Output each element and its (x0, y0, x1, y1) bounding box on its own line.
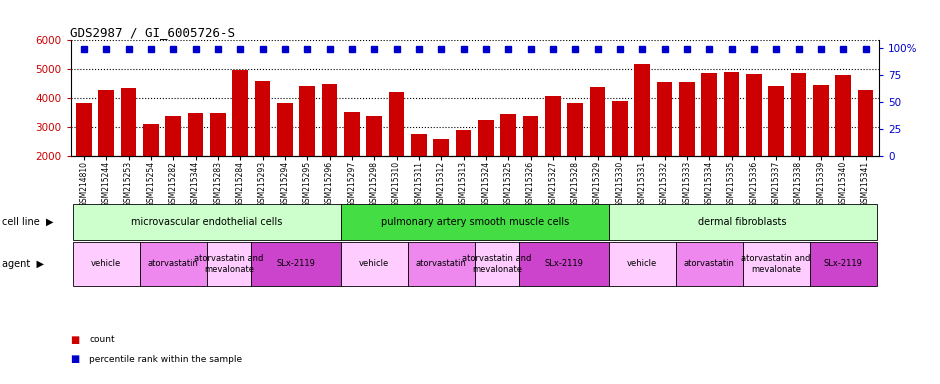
Bar (456, 131, 471, 213)
Bar (143, 124, 159, 213)
Bar (321, 84, 337, 213)
Bar (99, 89, 114, 213)
Text: atorvastatin and
mevalonate: atorvastatin and mevalonate (195, 254, 264, 274)
Text: microvascular endothelial cells: microvascular endothelial cells (131, 217, 282, 227)
Bar (545, 96, 560, 213)
Bar (568, 103, 583, 213)
Text: atorvastatin: atorvastatin (415, 260, 466, 268)
Text: SLx-2119: SLx-2119 (544, 260, 584, 268)
Bar (478, 120, 494, 213)
Bar (724, 72, 740, 213)
Text: vehicle: vehicle (359, 260, 389, 268)
Text: ■: ■ (70, 354, 80, 364)
Text: ■: ■ (70, 335, 80, 345)
Bar (634, 64, 650, 213)
Bar (523, 116, 539, 213)
Bar (701, 73, 717, 213)
Bar (188, 113, 203, 213)
Text: vehicle: vehicle (91, 260, 121, 268)
Bar (255, 81, 271, 213)
Bar (433, 139, 449, 213)
Text: pulmonary artery smooth muscle cells: pulmonary artery smooth muscle cells (381, 217, 569, 227)
Text: atorvastatin and
mevalonate: atorvastatin and mevalonate (462, 254, 532, 274)
Bar (813, 84, 829, 213)
Bar (120, 88, 136, 213)
Bar (76, 103, 92, 213)
Bar (500, 114, 516, 213)
Bar (857, 90, 873, 213)
Text: atorvastatin: atorvastatin (683, 260, 735, 268)
Bar (589, 87, 605, 213)
Bar (389, 92, 404, 213)
Bar (791, 73, 807, 213)
Text: atorvastatin and
mevalonate: atorvastatin and mevalonate (742, 254, 811, 274)
Text: count: count (89, 335, 115, 344)
Text: agent  ▶: agent ▶ (2, 259, 44, 269)
Bar (657, 81, 672, 213)
Bar (232, 70, 248, 213)
Bar (300, 86, 315, 213)
Text: dermal fibroblasts: dermal fibroblasts (698, 217, 787, 227)
Bar (210, 113, 226, 213)
Bar (344, 112, 360, 213)
Bar (768, 86, 784, 213)
Text: SLx-2119: SLx-2119 (823, 260, 863, 268)
Text: cell line  ▶: cell line ▶ (2, 217, 54, 227)
Bar (277, 103, 292, 213)
Text: GDS2987 / GI_6005726-S: GDS2987 / GI_6005726-S (70, 26, 236, 39)
Bar (367, 116, 382, 213)
Bar (746, 74, 761, 213)
Text: vehicle: vehicle (627, 260, 657, 268)
Bar (679, 82, 695, 213)
Bar (165, 116, 181, 213)
Bar (612, 101, 628, 213)
Bar (836, 74, 851, 213)
Bar (411, 134, 427, 213)
Text: atorvastatin: atorvastatin (148, 260, 198, 268)
Text: percentile rank within the sample: percentile rank within the sample (89, 354, 243, 364)
Text: SLx-2119: SLx-2119 (276, 260, 316, 268)
